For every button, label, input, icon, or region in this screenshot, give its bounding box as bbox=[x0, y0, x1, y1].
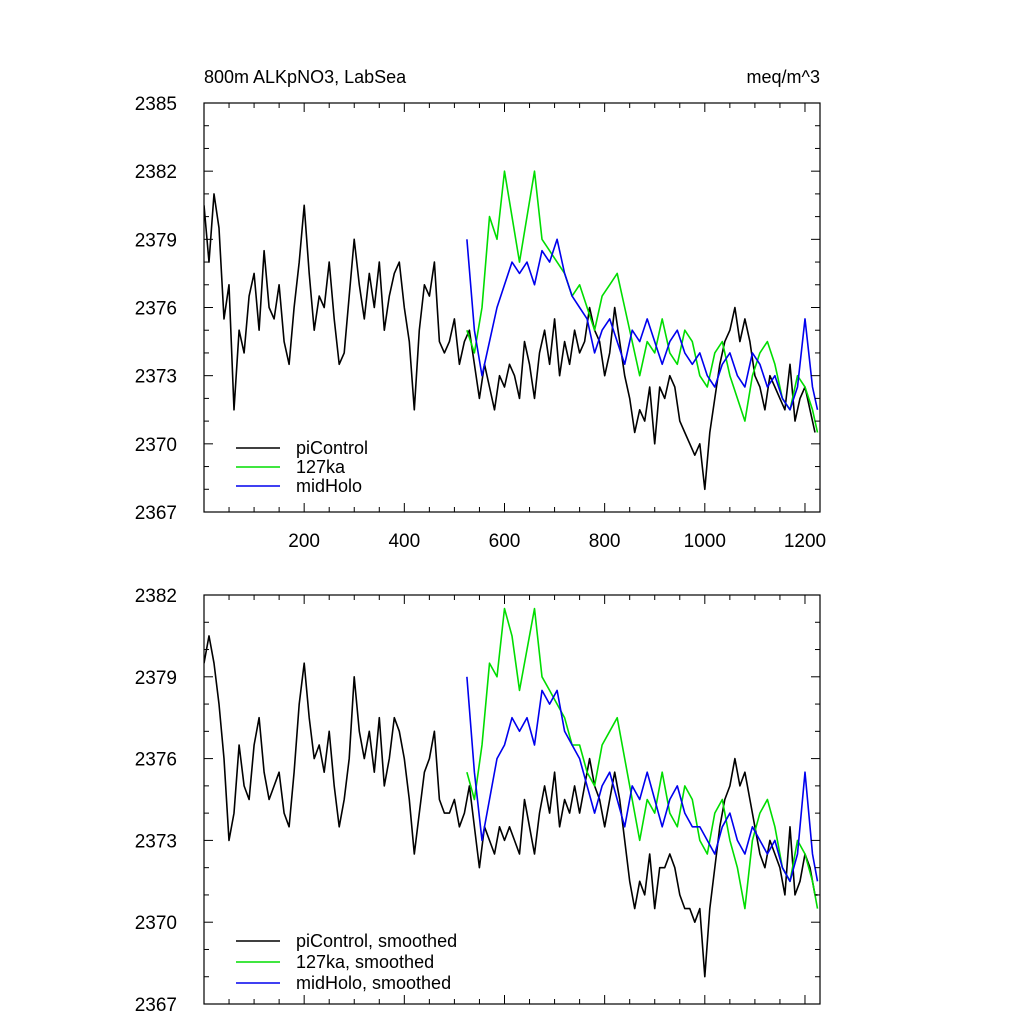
y-tick-label: 2376 bbox=[135, 750, 177, 771]
legend-label: 127ka, smoothed bbox=[296, 952, 434, 972]
series-line-127ka-smoothed bbox=[466, 607, 819, 910]
legend-label: piControl bbox=[296, 438, 368, 458]
series-line-midholo bbox=[466, 238, 819, 411]
y-tick-label: 2370 bbox=[135, 913, 177, 934]
x-tick-label: 600 bbox=[489, 531, 521, 552]
y-tick-label: 2385 bbox=[135, 94, 177, 115]
chart-title: 800m ALKpNO3, LabSea bbox=[204, 67, 407, 87]
y-tick-label: 2379 bbox=[135, 230, 177, 251]
y-tick-label: 2367 bbox=[135, 995, 177, 1016]
y-tick-label: 2382 bbox=[135, 162, 177, 183]
legend-label: 127ka bbox=[296, 457, 346, 477]
y-tick-label: 2373 bbox=[135, 367, 177, 388]
x-tick-label: 800 bbox=[589, 531, 621, 552]
chart-units: meq/m^3 bbox=[747, 67, 820, 87]
series-line-picontrol bbox=[204, 193, 816, 491]
y-tick-label: 2373 bbox=[135, 831, 177, 852]
bottom-panel: 2367 2370 2373 2376 2379 2382 piControl, smoot… bbox=[135, 586, 821, 1016]
top-panel: 200 400 600 800 1000 1200 2367 2370 2373 2376 2379… bbox=[135, 94, 826, 552]
y-tick-label: 2379 bbox=[135, 668, 177, 689]
series-line-127ka bbox=[466, 170, 819, 433]
y-tick-label: 2367 bbox=[135, 503, 177, 524]
y-tick-label: 2382 bbox=[135, 586, 177, 607]
x-tick-label: 200 bbox=[288, 531, 320, 552]
x-tick-label: 1200 bbox=[784, 531, 826, 552]
legend-label: midHolo, smoothed bbox=[296, 973, 451, 993]
y-tick-label: 2370 bbox=[135, 435, 177, 456]
x-tick-label: 1000 bbox=[684, 531, 726, 552]
series-group bbox=[204, 170, 819, 491]
x-tick-label: 400 bbox=[388, 531, 420, 552]
y-tick-label: 2376 bbox=[135, 299, 177, 320]
series-group bbox=[204, 607, 819, 978]
legend-label: piControl, smoothed bbox=[296, 931, 457, 951]
series-line-midholo-smoothed bbox=[466, 676, 819, 883]
legend-label: midHolo bbox=[296, 476, 362, 496]
plot-frame bbox=[203, 594, 821, 1005]
